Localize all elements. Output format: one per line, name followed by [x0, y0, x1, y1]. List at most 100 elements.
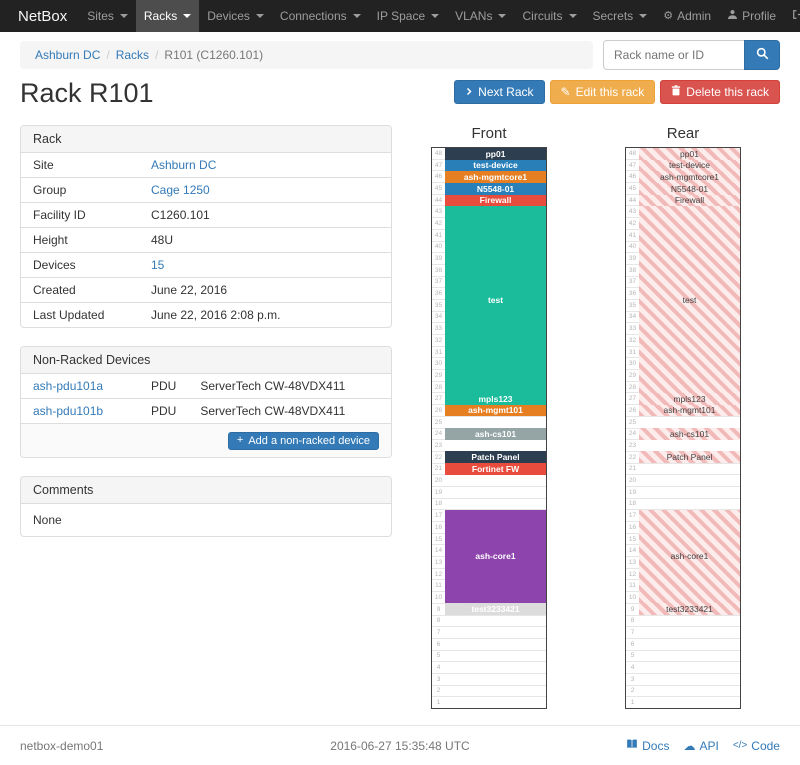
rack-unit-number: 2: [436, 687, 441, 695]
gear-icon: ⚙: [663, 9, 674, 22]
chevron-down-icon: [639, 14, 648, 18]
next-rack-button[interactable]: Next Rack: [454, 80, 545, 104]
rear-elevation: Rear 48 47 46 45 44 43 42 41 40 39 38 37 36 35 34 33 32 3…: [625, 125, 741, 709]
attribute-label: Created: [21, 277, 139, 303]
footer-link-docs[interactable]: Docs: [626, 738, 669, 753]
rack-device[interactable]: test3233421: [445, 603, 546, 615]
rack-unit-number: 17: [434, 512, 443, 520]
nav-item-connections[interactable]: Connections: [272, 0, 369, 32]
nav-item-racks[interactable]: Racks: [135, 0, 200, 32]
code-icon: </>: [732, 739, 748, 751]
rack-unit-number: 38: [434, 266, 443, 274]
rack-device[interactable]: ash-cs101: [639, 428, 740, 440]
rack-device[interactable]: ash-mgmt101: [639, 404, 740, 417]
rack-device[interactable]: ash-core1: [445, 509, 546, 603]
rack-device[interactable]: mpls123: [639, 393, 740, 405]
edit-rack-button[interactable]: ✎ Edit this rack: [549, 80, 656, 104]
rack-unit-row: 20: [626, 475, 740, 487]
rack-unit-number: 47: [434, 161, 443, 169]
footer-link-code[interactable]: </> Code: [732, 738, 780, 753]
breadcrumb-item[interactable]: Ashburn DC: [35, 48, 101, 62]
rack-unit-number: 6: [436, 640, 441, 648]
rack-device[interactable]: pp01: [639, 148, 740, 160]
add-nonracked-device-button[interactable]: + Add a non-racked device: [227, 431, 379, 450]
rack-device[interactable]: test: [639, 206, 740, 393]
rack-device[interactable]: ash-core1: [639, 509, 740, 603]
rack-device[interactable]: ash-cs101: [445, 428, 546, 440]
nav-item-profile[interactable]: Profile: [719, 0, 784, 32]
breadcrumb-separator: /: [106, 48, 110, 62]
nav-item-ip-space[interactable]: IP Space: [369, 0, 447, 32]
rack-panel-title: Rack: [21, 126, 391, 153]
rack-device[interactable]: test-device: [445, 159, 546, 172]
attribute-value-link[interactable]: 15: [151, 258, 165, 272]
rack-unit-number: 5: [436, 652, 441, 660]
rack-unit-number: 9: [436, 605, 441, 613]
rack-unit-number: 40: [628, 243, 637, 251]
rack-device[interactable]: Fortinet FW: [445, 463, 546, 475]
rack-device[interactable]: Patch Panel: [639, 451, 740, 463]
attribute-value-link[interactable]: Cage 1250: [151, 183, 210, 197]
rack-unit-row: 24: [432, 429, 546, 441]
rack-device[interactable]: Firewall: [639, 194, 740, 207]
rack-unit-number: 43: [628, 208, 637, 216]
rack-device[interactable]: ash-mgmt101: [445, 404, 546, 417]
attribute-value: 15: [139, 252, 391, 278]
nav-item-admin[interactable]: ⚙ Admin: [663, 9, 712, 23]
rack-unit-number: 46: [628, 173, 637, 181]
rack-device[interactable]: test-device: [639, 159, 740, 172]
rack-device[interactable]: Firewall: [445, 194, 546, 207]
nav-item-vlans[interactable]: VLANs: [447, 0, 514, 32]
front-elevation-title: Front: [471, 125, 507, 142]
navbar-right: ⚙Admin ProfileLog out: [655, 0, 800, 32]
hostname: netbox-demo01: [20, 738, 104, 753]
rack-unit-number: 44: [434, 196, 443, 204]
rack-unit-row: 6: [432, 639, 546, 651]
rack-unit-number: 42: [628, 219, 637, 227]
rack-unit-row: 9: [432, 604, 546, 616]
book-icon: [626, 738, 638, 753]
nav-item-devices[interactable]: Devices: [199, 0, 272, 32]
rack-unit-number: 16: [434, 523, 443, 531]
rack-unit-number: 33: [628, 325, 637, 333]
breadcrumb-item[interactable]: Racks: [115, 48, 150, 62]
rack-unit-number: 31: [628, 348, 637, 356]
rack-unit-row: 7: [626, 627, 740, 639]
device-link[interactable]: ash-pdu101b: [33, 404, 104, 418]
rack-device[interactable]: N5548-01: [639, 183, 740, 195]
rack-unit-row: 24: [626, 429, 740, 441]
rack-device[interactable]: mpls123: [445, 393, 546, 405]
rack-device[interactable]: ash-mgmtcore1: [445, 171, 546, 183]
nav-item-secrets[interactable]: Secrets: [585, 0, 656, 32]
rack-device[interactable]: Patch Panel: [445, 451, 546, 463]
rack-unit-row: 4: [432, 662, 546, 674]
attribute-value-link[interactable]: Ashburn DC: [151, 158, 217, 172]
search-input[interactable]: [603, 40, 745, 70]
rack-unit-number: 8: [436, 617, 441, 625]
attribute-value: June 22, 2016 2:08 p.m.: [139, 302, 391, 327]
rack-unit-row: 20: [432, 475, 546, 487]
nav-item-log-out[interactable]: Log out: [784, 0, 800, 32]
device-link[interactable]: ash-pdu101a: [33, 379, 104, 393]
rack-unit-number: 39: [434, 255, 443, 263]
chevron-down-icon: [183, 14, 192, 18]
footer-links: Docs ☁ API </> Code: [527, 738, 780, 753]
search-button[interactable]: [744, 40, 780, 70]
footer-link-api[interactable]: ☁ API: [683, 738, 719, 753]
rack-device[interactable]: test: [445, 206, 546, 393]
rack-device[interactable]: ash-mgmtcore1: [639, 171, 740, 183]
rack-unit-number: 43: [434, 208, 443, 216]
delete-rack-button[interactable]: Delete this rack: [660, 80, 780, 104]
attribute-value: Cage 1250: [139, 177, 391, 203]
rack-unit-number: 11: [435, 582, 442, 590]
rack-unit-number: 27: [434, 395, 443, 403]
nav-item-sites[interactable]: Sites: [79, 0, 136, 32]
nav-item-circuits[interactable]: Circuits: [514, 0, 584, 32]
table-row: Facility ID C1260.101: [21, 202, 391, 228]
front-rack: 48 47 46 45 44 43 42 41 40 39 38 37 36 35 34 33 32 31 30 29…: [431, 147, 547, 709]
netbox-brand[interactable]: NetBox: [18, 7, 68, 25]
rack-unit-number: 1: [630, 699, 635, 707]
rack-device[interactable]: pp01: [445, 148, 546, 160]
rack-device[interactable]: N5548-01: [445, 183, 546, 195]
rack-device[interactable]: test3233421: [639, 603, 740, 615]
